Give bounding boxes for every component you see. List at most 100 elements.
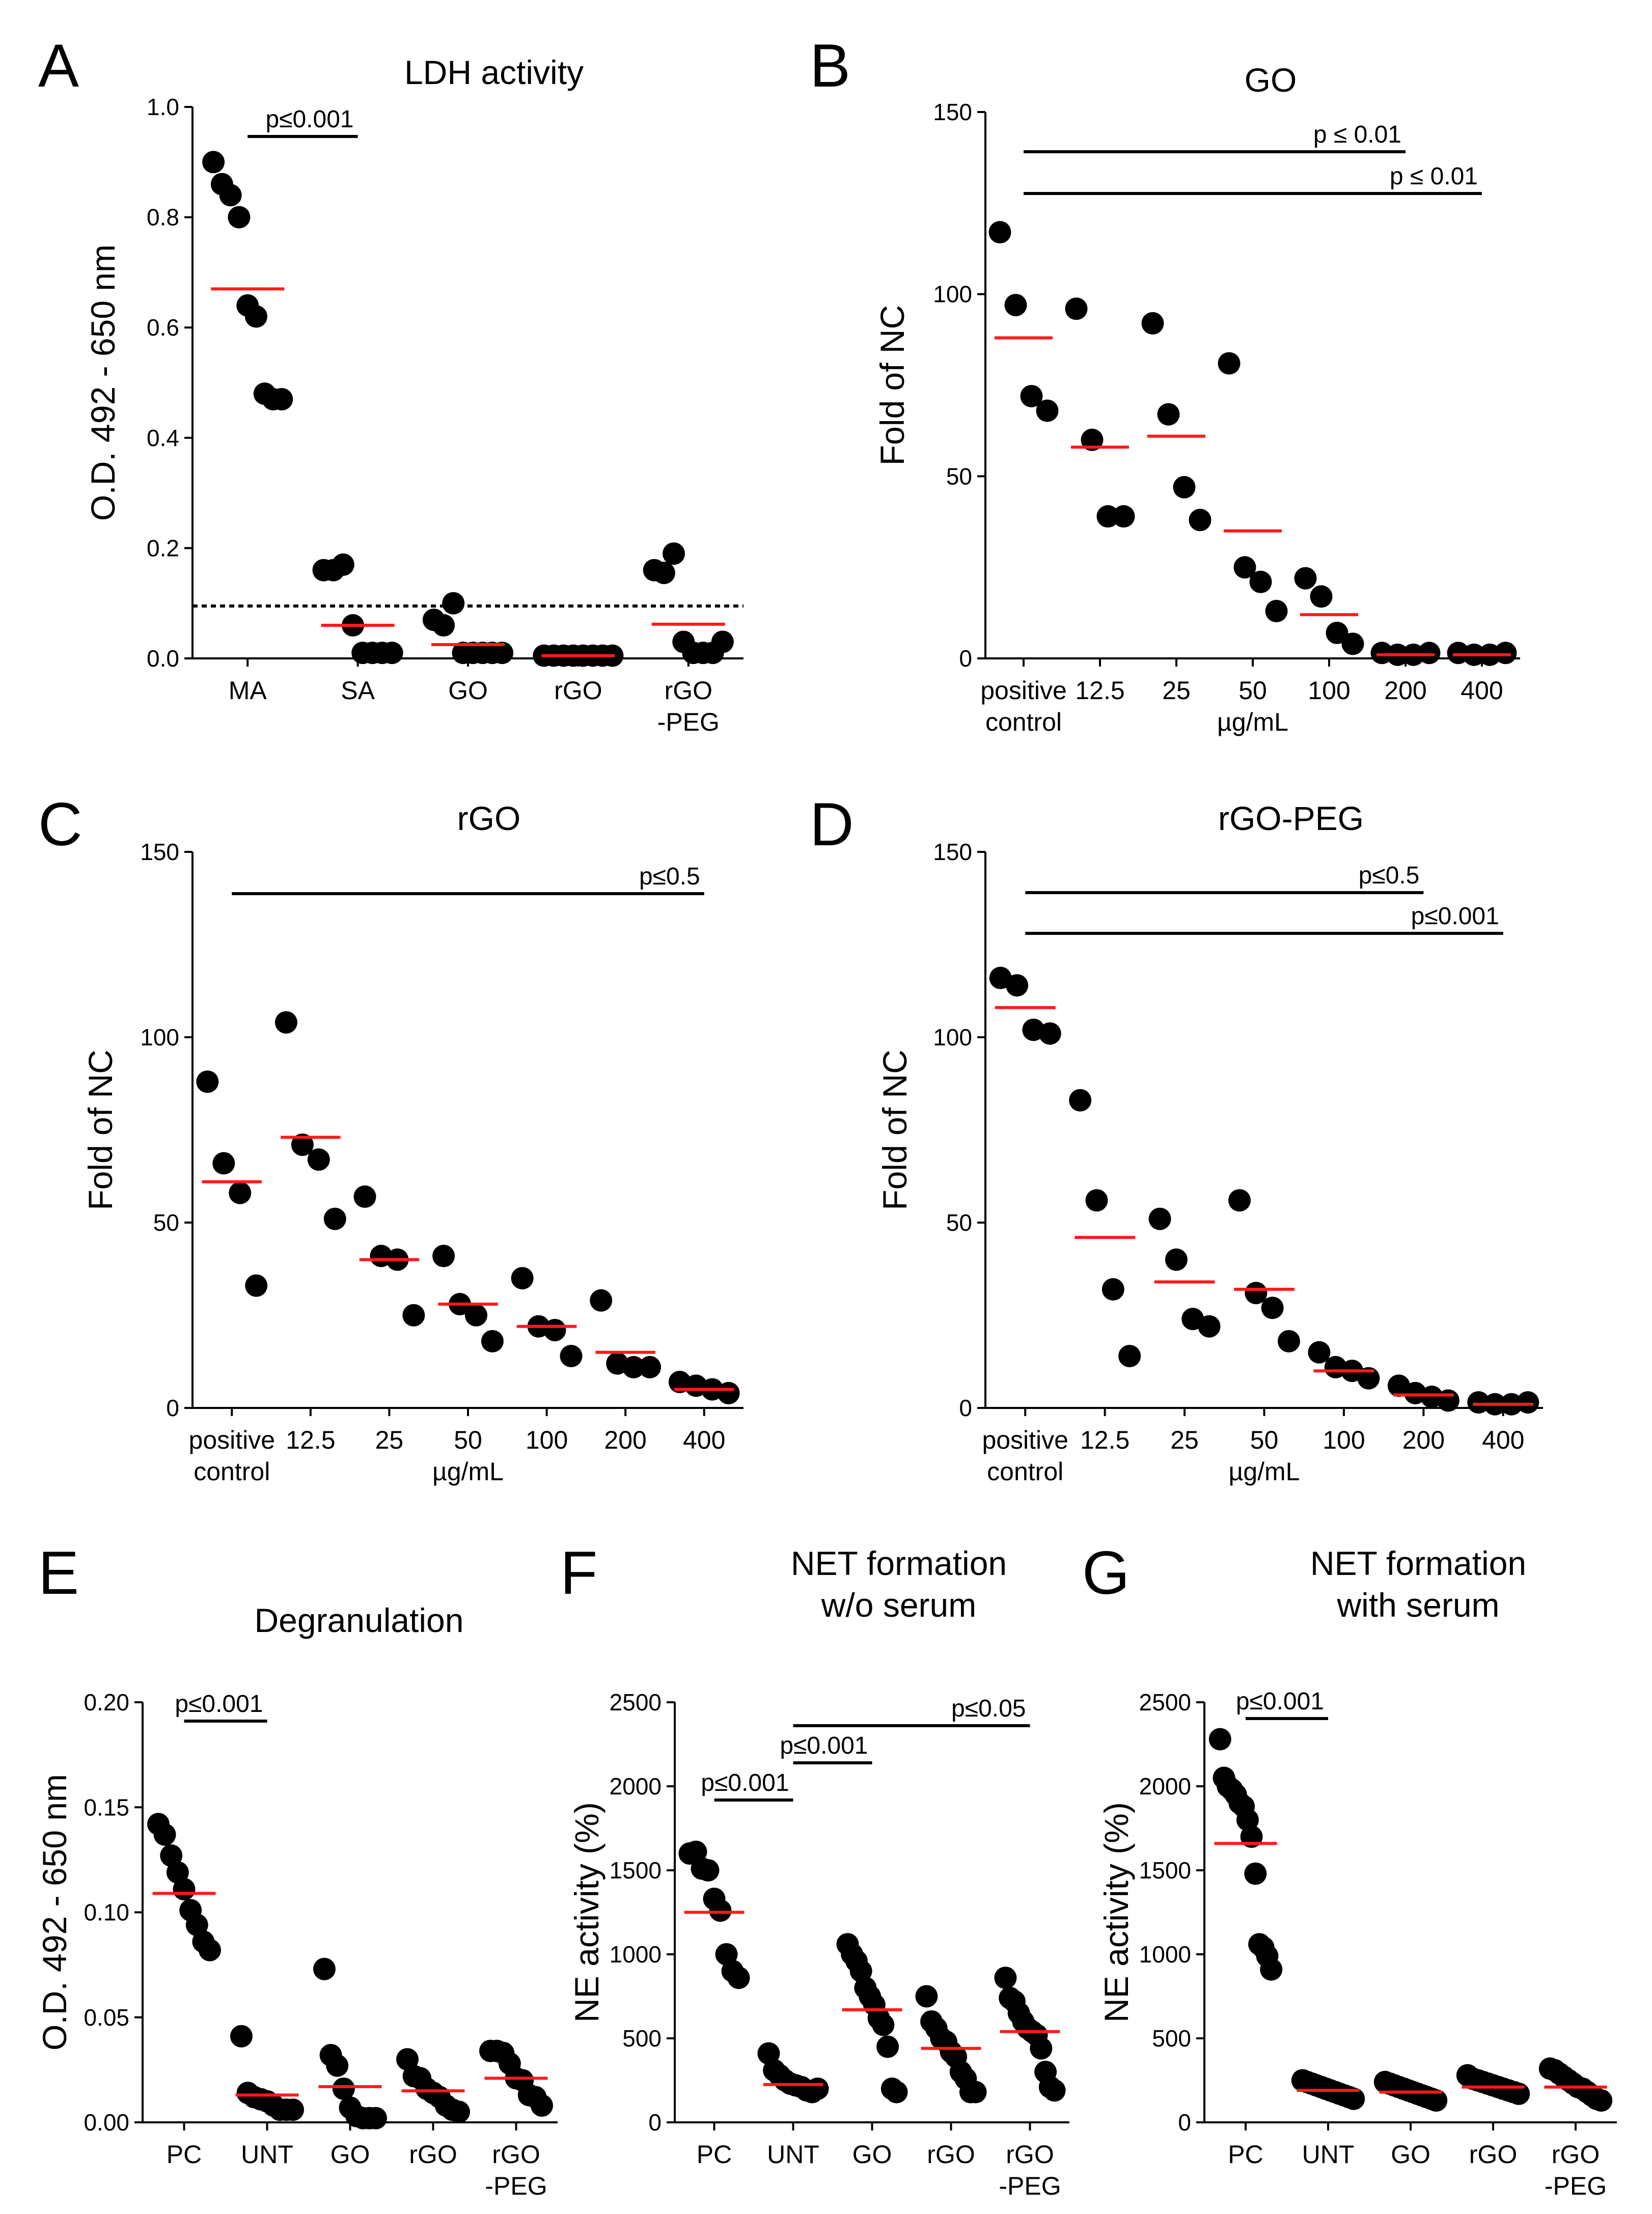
data-point: [1342, 2087, 1365, 2110]
y-tick-label: 0.2: [147, 535, 179, 561]
data-point: [1148, 1207, 1171, 1230]
y-tick-label: 1500: [1139, 1857, 1191, 1884]
data-point: [1494, 642, 1517, 665]
data-point: [872, 2013, 895, 2036]
y-tick-label: 1500: [610, 1857, 662, 1884]
x-tick-label: 50: [454, 1426, 482, 1454]
data-point: [715, 1943, 738, 1966]
data-point: [1590, 2089, 1613, 2112]
panel-e: E Degranulation 0.00 0.05 0.10 0.15 0.20 O.D. 4…: [36, 1539, 558, 2200]
panel-letter: F: [560, 1539, 597, 1607]
data-point: [332, 553, 354, 576]
data-point: [199, 1939, 222, 1961]
data-point: [228, 206, 251, 229]
data-point: [1218, 352, 1241, 375]
data-point: [757, 2042, 780, 2065]
x-tick-label: GO: [331, 2140, 370, 2169]
panel-letter: C: [38, 790, 82, 859]
panel-title: rGO-PEG: [1218, 799, 1364, 837]
data-point: [849, 1960, 872, 1982]
x-tick-label: rGO -PEG: [485, 2140, 547, 2200]
data-point: [806, 2078, 829, 2100]
panel-g: G NET formation with serum 0 500 1000 1500 2000…: [1082, 1539, 1617, 2200]
x-tick-label-line: rGO: [409, 2140, 457, 2169]
data-point: [464, 1304, 487, 1326]
panel-title-line: Degranulation: [255, 1601, 464, 1639]
data-point: [1437, 1389, 1460, 1412]
data-point: [1065, 297, 1088, 320]
data-point: [1096, 505, 1119, 528]
data-point: [173, 1878, 196, 1901]
x-tick-label: UNT: [241, 2140, 293, 2169]
y-tick-label: 100: [933, 281, 972, 308]
data-point: [1310, 585, 1333, 608]
x-tick-label-line: 200: [1384, 676, 1426, 705]
x-tick-label-line: 400: [683, 1426, 725, 1454]
x-tick-label: 50: [1250, 1426, 1279, 1454]
x-tick-label-line: 25: [375, 1426, 404, 1454]
data-point: [1173, 476, 1196, 499]
y-tick-label: 2000: [610, 1773, 662, 1800]
panel-b: B GO 0 50 100 150 Fold of NC positive control 12.…: [810, 32, 1520, 736]
significance-label: p≤0.001: [780, 1732, 868, 1759]
data-point: [915, 1985, 938, 2008]
y-tick-label: 0.15: [84, 1794, 129, 1820]
x-tick-label-line: 12.5: [1080, 1426, 1130, 1454]
data-point: [448, 2100, 471, 2123]
y-tick-label: 2000: [1139, 1773, 1191, 1800]
data-point: [196, 1070, 219, 1093]
data-point: [432, 614, 455, 637]
x-tick-label-line: 25: [1170, 1426, 1199, 1454]
x-tick-label: 100: [526, 1426, 568, 1454]
data-point: [1244, 1862, 1267, 1885]
y-axis-title: NE activity (%): [568, 1802, 605, 2023]
x-tick-label: GO: [448, 676, 488, 705]
x-tick-label: PC: [167, 2140, 202, 2169]
significance-label: p≤0.001: [1411, 903, 1499, 930]
y-tick-label: 0: [1178, 2109, 1191, 2136]
x-tick-label: PC: [1228, 2140, 1263, 2169]
y-tick-label: 50: [946, 463, 972, 489]
panel-title-line: LDH activity: [404, 53, 584, 91]
y-tick-label: 0.0: [147, 645, 179, 672]
x-tick-label-line: 50: [454, 1426, 482, 1454]
data-point: [160, 1844, 183, 1867]
data-point: [307, 1148, 330, 1171]
data-point: [274, 1011, 297, 1034]
data-point: [1081, 428, 1104, 451]
data-point: [212, 1152, 235, 1175]
data-point: [1198, 1315, 1221, 1338]
y-tick-label: 1.0: [147, 94, 179, 120]
data-point: [1069, 1089, 1092, 1112]
x-tick-label: 400: [683, 1426, 725, 1454]
data-point: [711, 630, 734, 653]
data-point: [717, 1381, 740, 1404]
y-tick-label: 2500: [610, 1689, 662, 1715]
x-tick-label-line: rGO: [1469, 2140, 1517, 2169]
y-tick-label: 0: [648, 2109, 662, 2136]
data-point: [1036, 399, 1059, 422]
y-tick-label: 0.6: [147, 314, 179, 341]
y-tick-label: 0.00: [84, 2109, 129, 2136]
data-point: [270, 388, 293, 410]
y-tick-label: 0.8: [147, 204, 179, 231]
data-point: [326, 2054, 349, 2077]
data-point: [1189, 509, 1212, 532]
x-tick-label-line: UNT: [767, 2140, 819, 2169]
panel-title-line: rGO-PEG: [1218, 799, 1364, 837]
data-point: [1294, 567, 1317, 590]
x-tick-label: SA: [341, 676, 375, 705]
data-point: [229, 1181, 252, 1204]
data-point: [885, 2081, 908, 2104]
data-point: [396, 2048, 419, 2071]
x-tick-label: rGO -PEG: [999, 2140, 1061, 2200]
x-tick-label-line: positive: [980, 676, 1067, 705]
x-tick-label-line: 50: [1250, 1426, 1279, 1454]
x-tick-label-line: GO: [852, 2140, 892, 2169]
x-tick-label: MA: [229, 676, 267, 705]
panel-title: LDH activity: [404, 53, 584, 91]
x-tick-label-line: rGO: [492, 2140, 540, 2169]
y-tick-label: 150: [933, 99, 972, 125]
data-point: [380, 642, 403, 665]
y-tick-label: 1000: [1139, 1941, 1191, 1968]
